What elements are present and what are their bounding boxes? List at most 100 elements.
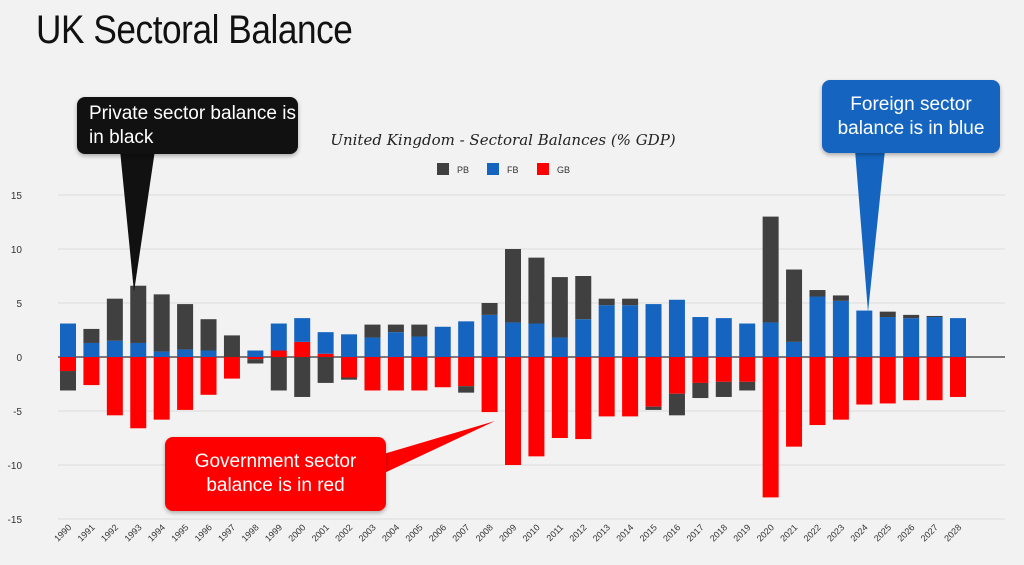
bar-fb-2016: [668, 299, 685, 357]
bar-fb-2011: [551, 337, 568, 357]
bar-gb-2009: [505, 357, 521, 465]
bar-gb-1998: [247, 357, 264, 360]
bar-pb-1993: [130, 285, 147, 343]
x-tick-label: 2020: [755, 522, 776, 543]
bar-gb-1995: [177, 357, 194, 410]
bar-fb-2003: [364, 337, 381, 357]
bar-gb-2028: [950, 357, 966, 397]
bar-pb-1999: [270, 357, 287, 391]
legend-swatch-fb: [487, 163, 499, 175]
bar-fb-2001: [317, 332, 334, 354]
x-tick-label: 2019: [731, 522, 752, 543]
legend-swatch-gb: [537, 163, 549, 175]
bar-pb-2016: [668, 393, 685, 416]
x-axis-labels: 1990 1991 1992 1993 1994 1995 1996 1997 1998 1999…: [52, 522, 963, 543]
legend-label-fb: FB: [507, 165, 519, 175]
government-callout-pointer: [380, 421, 495, 475]
bar-gb-2019: [739, 357, 756, 382]
bar-fb-1993: [130, 342, 147, 357]
bar-fb-2002: [341, 334, 358, 357]
x-tick-label: 1991: [76, 522, 97, 543]
bar-pb-2027: [926, 315, 943, 318]
bar-pb-2012: [575, 276, 592, 320]
bar-pb-2014: [622, 298, 639, 306]
bar-fb-1994: [153, 351, 170, 357]
bar-gb-2022: [809, 357, 826, 426]
bar-gb-2014: [622, 357, 639, 417]
foreign-callout-pointer: [855, 150, 885, 312]
y-tick-label: -15: [8, 515, 23, 526]
bar-fb-2000: [294, 318, 311, 342]
x-tick-label: 2000: [286, 522, 307, 543]
bar-pb-1994: [153, 294, 170, 352]
private-sector-callout: Private sector balance is in black: [77, 97, 298, 154]
bar-fb-2017: [692, 317, 709, 357]
x-tick-label: 2006: [427, 522, 448, 543]
government-sector-callout: Government sector balance is in red: [165, 437, 386, 511]
x-tick-label: 2005: [403, 522, 424, 543]
x-tick-label: 2021: [778, 522, 799, 543]
x-tick-label: 2011: [544, 522, 565, 543]
bar-pb-1992: [106, 298, 123, 341]
bar-gb-2011: [551, 357, 568, 438]
slide-title: UK Sectoral Balance: [36, 8, 353, 52]
bar-pb-2002: [341, 377, 358, 380]
bar-pb-2009: [505, 249, 521, 323]
bar-fb-1992: [106, 340, 123, 357]
bar-fb-2014: [622, 305, 639, 357]
private-callout-pointer: [120, 150, 155, 292]
bar-pb-2005: [411, 324, 428, 337]
bar-pb-1995: [177, 304, 194, 350]
bar-pb-2007: [458, 386, 475, 393]
bar-fb-1995: [177, 349, 194, 357]
x-tick-label: 2003: [357, 522, 378, 543]
x-tick-label: 2007: [450, 522, 471, 543]
y-tick-label: 5: [16, 299, 22, 310]
bar-fb-2005: [411, 336, 428, 357]
bar-fb-2020: [762, 322, 779, 357]
legend-label-pb: PB: [457, 165, 469, 175]
bar-pb-1997: [223, 335, 240, 357]
bar-pb-2023: [832, 295, 849, 301]
bar-gb-2001: [317, 353, 334, 357]
bar-fb-2026: [903, 318, 920, 357]
bar-gb-2026: [903, 357, 920, 401]
bar-fb-1998: [247, 350, 264, 357]
bar-pb-2013: [598, 298, 615, 306]
x-tick-label: 1992: [99, 522, 120, 543]
bar-gb-2005: [411, 357, 428, 391]
bar-pb-2008: [481, 303, 498, 315]
x-tick-label: 2001: [310, 522, 331, 543]
bar-fb-2024: [856, 310, 873, 357]
bar-pb-2022: [809, 290, 826, 297]
bar-pb-2025: [879, 311, 896, 318]
x-tick-label: 2010: [521, 522, 542, 543]
bar-fb-1990: [60, 323, 76, 357]
legend-swatch-pb: [437, 163, 449, 175]
bar-gb-2024: [856, 357, 873, 405]
bar-gb-2008: [481, 357, 498, 413]
x-tick-label: 2026: [895, 522, 916, 543]
bar-fb-2013: [598, 305, 615, 357]
bar-gb-1991: [83, 357, 100, 386]
bar-pb-2019: [739, 381, 756, 391]
bar-pb-2018: [715, 381, 732, 397]
bar-gb-2002: [341, 357, 358, 378]
y-tick-label: -5: [13, 407, 22, 418]
y-tick-label: 15: [11, 191, 23, 202]
bar-pb-2011: [551, 277, 568, 338]
bar-fb-2023: [832, 300, 849, 357]
bar-fb-2025: [879, 317, 896, 357]
legend: PB FB GB: [437, 163, 570, 175]
bar-gb-1997: [223, 357, 240, 379]
bar-gb-2006: [434, 357, 451, 388]
x-tick-label: 1990: [52, 522, 73, 543]
bar-gb-2003: [364, 357, 381, 391]
legend-label-gb: GB: [557, 165, 570, 175]
bar-gb-2018: [715, 357, 732, 382]
x-tick-label: 2027: [919, 522, 940, 543]
x-tick-label: 2015: [638, 522, 659, 543]
x-tick-label: 1999: [263, 522, 284, 543]
bar-gb-2021: [786, 357, 803, 447]
bar-pb-2021: [786, 269, 803, 342]
